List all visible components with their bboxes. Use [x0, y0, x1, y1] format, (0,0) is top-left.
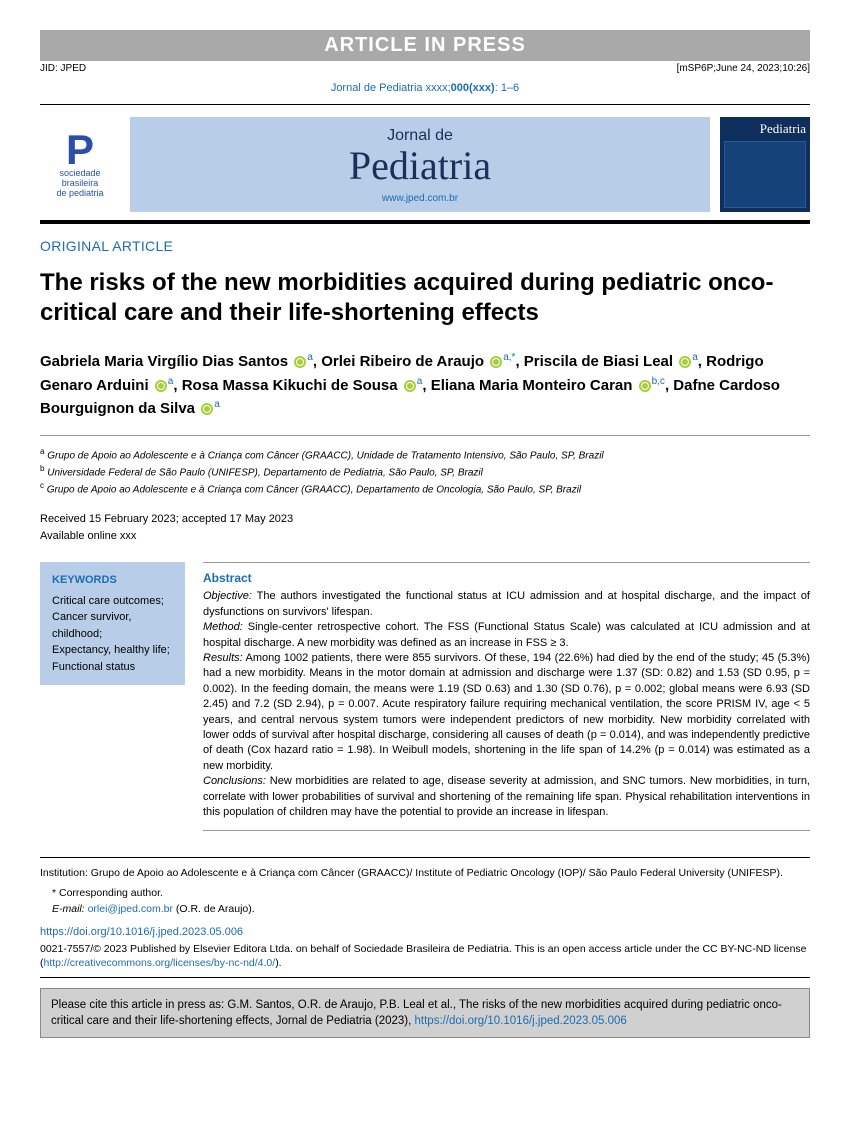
header-meta-row: JID: JPED [mSP6P;June 24, 2023;10:26] [40, 61, 810, 76]
cc-license-link[interactable]: http://creativecommons.org/licenses/by-n… [44, 957, 276, 969]
journal-name-main: Pediatria [130, 145, 710, 187]
orcid-icon[interactable] [294, 356, 306, 368]
author-affiliation-sup: a [307, 352, 313, 363]
author: Rosa Massa Kikuchi de Sousa [182, 377, 398, 394]
author: Gabriela Maria Virgílio Dias Santos [40, 353, 288, 370]
email-suffix: (O.R. de Araujo). [173, 903, 255, 915]
doi-link[interactable]: https://doi.org/10.1016/j.jped.2023.05.0… [40, 926, 243, 938]
method-text: Single-center retrospective cohort. The … [203, 621, 810, 648]
affiliation-b: Universidade Federal de São Paulo (UNIFE… [47, 467, 483, 478]
method-label: Method: [203, 621, 243, 633]
corresponding-author-label: * Corresponding author. [52, 886, 810, 902]
author-affiliation-sup: a [168, 376, 174, 387]
results-label: Results: [203, 652, 243, 664]
affiliations: a Grupo de Apoio ao Adolescente e à Cria… [40, 446, 810, 498]
article-in-press-banner: ARTICLE IN PRESS [40, 30, 810, 61]
email-label: E-mail: [52, 903, 85, 915]
author-affiliation-sup: a [692, 352, 698, 363]
author: Priscila de Biasi Leal [524, 353, 673, 370]
journal-ref-pages: : 1–6 [495, 82, 519, 94]
copyright-close: ). [275, 957, 281, 969]
author-list: Gabriela Maria Virgílio Dias Santos a, O… [40, 350, 810, 421]
online-date: Available online xxx [40, 528, 810, 545]
author-affiliation-sup: a [417, 376, 423, 387]
author: Eliana Maria Monteiro Caran [431, 377, 633, 394]
copyright-text: 0021-7557/© 2023 Published by Elsevier E… [40, 942, 810, 971]
author-affiliation-sup: a [214, 399, 220, 410]
institution-footer: Institution: Grupo de Apoio ao Adolescen… [40, 866, 810, 882]
journal-reference: Jornal de Pediatria xxxx;000(xxx): 1–6 [40, 76, 810, 104]
orcid-icon[interactable] [679, 356, 691, 368]
orcid-icon[interactable] [490, 356, 502, 368]
author-affiliation-sup: a,* [503, 352, 515, 363]
orcid-icon[interactable] [404, 380, 416, 392]
article-type-label: ORIGINAL ARTICLE [40, 238, 810, 254]
cover-title: Pediatria [724, 121, 806, 137]
journal-banner-area: P sociedade brasileira de pediatria Jorn… [40, 117, 810, 212]
citation-doi-link[interactable]: https://doi.org/10.1016/j.jped.2023.05.0… [415, 1015, 627, 1027]
journal-ref-issue: 000(xxx) [451, 82, 495, 94]
affiliation-c: Grupo de Apoio ao Adolescente e à Crianç… [47, 484, 581, 495]
results-text: Among 1002 patients, there were 855 surv… [203, 652, 810, 772]
orcid-icon[interactable] [639, 380, 651, 392]
timestamp-label: [mSP6P;June 24, 2023;10:26] [677, 63, 810, 74]
article-title: The risks of the new morbidities acquire… [40, 268, 810, 328]
journal-url[interactable]: www.jped.com.br [130, 193, 710, 204]
society-line2: brasileira [62, 178, 99, 188]
society-logo: P sociedade brasileira de pediatria [40, 117, 120, 212]
keywords-title: KEYWORDS [52, 572, 173, 589]
author-affiliation-sup: b,c [652, 376, 665, 387]
keywords-box: KEYWORDS Critical care outcomes; Cancer … [40, 562, 185, 685]
orcid-icon[interactable] [201, 403, 213, 415]
citation-box: Please cite this article in press as: G.… [40, 988, 810, 1038]
objective-label: Objective: [203, 590, 252, 602]
society-line1: sociedade [59, 168, 100, 178]
article-dates: Received 15 February 2023; accepted 17 M… [40, 511, 810, 544]
affiliation-a: Grupo de Apoio ao Adolescente e à Crianç… [47, 450, 603, 461]
author-email-link[interactable]: orlei@jped.com.br [88, 903, 173, 915]
keywords-list: Critical care outcomes; Cancer survivor,… [52, 593, 173, 676]
conclusions-label: Conclusions: [203, 775, 266, 787]
conclusions-text: New morbidities are related to age, dise… [203, 775, 810, 818]
society-line3: de pediatria [56, 188, 103, 198]
abstract-title: Abstract [203, 571, 810, 585]
received-accepted-date: Received 15 February 2023; accepted 17 M… [40, 511, 810, 528]
orcid-icon[interactable] [155, 380, 167, 392]
jid-label: JID: JPED [40, 63, 86, 74]
author: Orlei Ribeiro de Araujo [321, 353, 484, 370]
journal-ref-prefix: Jornal de Pediatria xxxx; [331, 82, 451, 94]
abstract-column: Abstract Objective: The authors investig… [203, 562, 810, 839]
society-letter: P [66, 131, 94, 169]
abstract-text: Objective: The authors investigated the … [203, 589, 810, 820]
journal-title-banner: Jornal de Pediatria www.jped.com.br [130, 117, 710, 212]
objective-text: The authors investigated the functional … [203, 590, 810, 617]
journal-cover-thumbnail: Pediatria [720, 117, 810, 212]
